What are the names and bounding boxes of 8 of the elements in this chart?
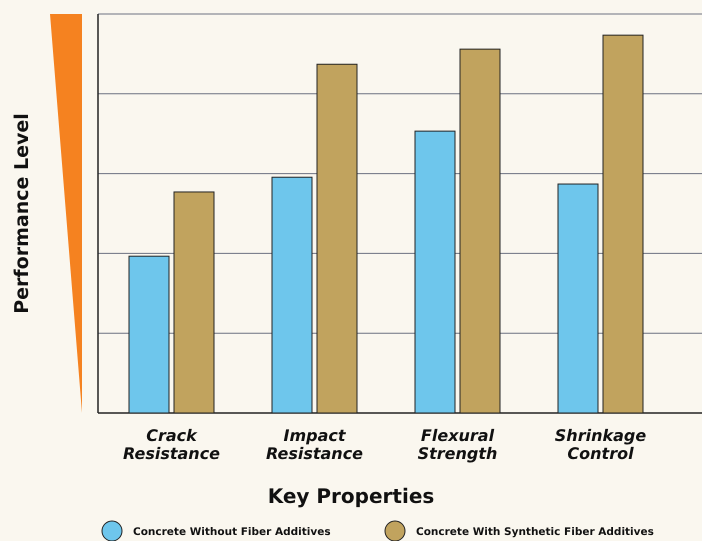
x-tick-label: Impact Resistance xyxy=(266,426,364,463)
x-tick-label: Crack Resistance xyxy=(122,426,220,463)
x-axis-title: Key Properties xyxy=(268,484,434,508)
x-tick-label: Flexural Strength xyxy=(418,426,498,463)
y-axis-title: Performance Level xyxy=(11,113,33,314)
x-tick-label: Shrinkage Control xyxy=(554,426,646,463)
legend-label: Concrete Without Fiber Additives xyxy=(133,526,331,538)
legend-label: Concrete With Synthetic Fiber Additives xyxy=(416,526,654,538)
